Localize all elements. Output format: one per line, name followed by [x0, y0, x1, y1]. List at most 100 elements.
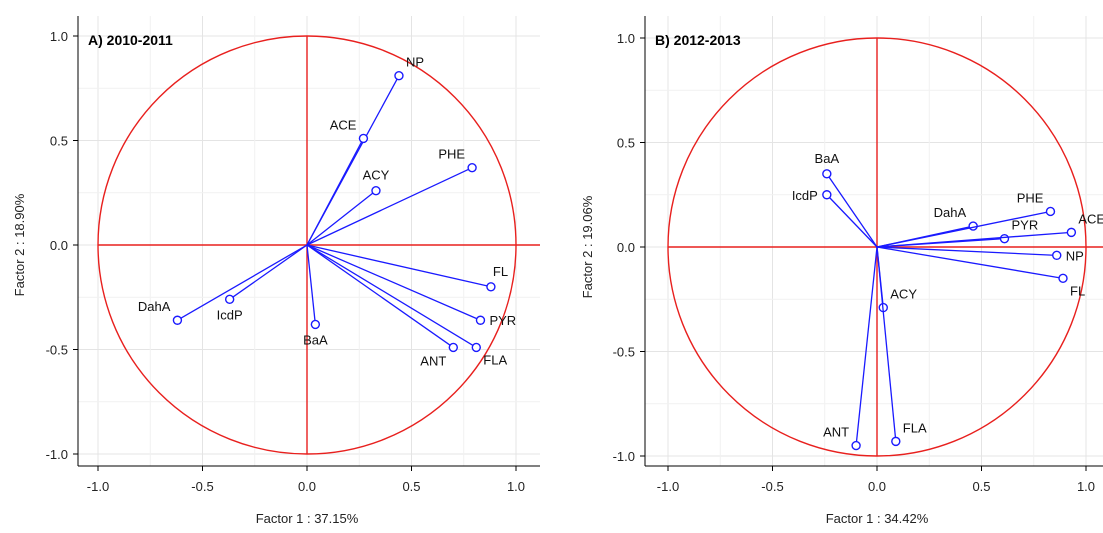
panel-b-point-labels: BaA IcdP DahA PHE PYR ACE NP FL ACY FLA ANT	[792, 151, 1103, 440]
panel-a-point-ant	[448, 342, 458, 353]
panel-b-vector-np	[876, 246, 1057, 257]
panel-a-point-baa	[310, 319, 321, 330]
panel-a-point-fla	[471, 342, 481, 353]
panel-b-frame	[644, 16, 1103, 467]
panel-a-xlabel: Factor 1 : 37.15%	[256, 511, 359, 526]
panel-a-point-icdp	[224, 294, 235, 305]
panel-b: -1.0 -0.5 0.0 0.5 1.0 1.0 0.5 0.0 -0.5 -1.0 BaA Ic…	[580, 16, 1103, 526]
panel-a-xtick-label: 0.5	[402, 479, 420, 494]
panel-b-vector-baa	[826, 173, 878, 248]
panel-a-label-daha: DahA	[138, 299, 171, 314]
panel-b-label-daha: DahA	[934, 205, 967, 220]
panel-a-ytick-label: -1.0	[46, 447, 68, 462]
panel-a-vector-acy	[306, 190, 377, 246]
panel-a-label-phe: PHE	[438, 147, 465, 162]
panel-b-label-ace: ACE	[1078, 211, 1103, 226]
panel-b-xtick-label: -1.0	[657, 479, 679, 494]
panel-b-ytick-label: -1.0	[613, 449, 635, 464]
panel-a-point-phe	[467, 162, 477, 173]
panel-a: -1.0 -0.5 0.0 0.5 1.0 1.0 0.5 0.0 -0.5 -1.0 NP ACE…	[12, 16, 540, 526]
panel-a-ytick-label: 1.0	[50, 29, 68, 44]
panel-a-xtick-label: -1.0	[87, 479, 109, 494]
panel-b-ytick-label: 0.5	[617, 136, 635, 151]
panel-a-xtick-label: 0.0	[298, 479, 316, 494]
panel-b-ticks: -1.0 -0.5 0.0 0.5 1.0 1.0 0.5 0.0 -0.5 -1.0	[613, 31, 1095, 494]
panel-b-grid	[645, 16, 1103, 466]
panel-b-vectors	[822, 169, 1077, 451]
panel-b-vector-icdp	[826, 194, 878, 248]
panel-a-ytick-label: -0.5	[46, 343, 68, 358]
panel-a-vector-pyr	[306, 244, 481, 321]
panel-a-label-ace: ACE	[330, 117, 357, 132]
panel-a-vector-icdp	[229, 244, 308, 300]
panel-b-label-ant: ANT	[823, 425, 849, 440]
panel-a-vector-baa	[306, 244, 317, 325]
panel-b-ytick-label: 1.0	[617, 31, 635, 46]
panel-a-ticks: -1.0 -0.5 0.0 0.5 1.0 1.0 0.5 0.0 -0.5 -1.0	[46, 29, 525, 494]
panel-b-title: B) 2012-2013	[655, 32, 741, 48]
panel-b-point-phe	[1045, 206, 1056, 217]
panel-a-circle-layer	[97, 35, 540, 455]
panel-b-point-baa	[822, 169, 832, 179]
panel-a-xtick-label: -0.5	[191, 479, 213, 494]
panel-b-point-ant	[851, 440, 861, 451]
panel-a-point-labels: NP ACE ACY PHE FL PYR FLA ANT BaA IcdP DahA	[138, 55, 516, 369]
panel-a-vector-phe	[306, 167, 473, 246]
panel-b-vector-fla	[876, 246, 897, 442]
panel-b-ytick-label: -0.5	[613, 345, 635, 360]
panel-b-ylabel: Factor 2 : 19.06%	[580, 195, 595, 298]
panel-b-label-fla: FLA	[903, 420, 927, 435]
panel-b-vector-ant	[855, 246, 878, 446]
panel-a-label-baa: BaA	[303, 332, 328, 347]
panel-b-vector-fl	[876, 246, 1064, 279]
panel-a-grid	[78, 16, 540, 466]
panel-b-point-fla	[891, 436, 901, 447]
panel-a-label-fl: FL	[493, 264, 508, 279]
panel-a-point-daha	[172, 315, 183, 325]
panel-b-label-baa: BaA	[815, 151, 840, 166]
panel-b-point-icdp	[822, 190, 832, 200]
panel-b-vector-ace	[876, 231, 1072, 248]
panel-b-xtick-label: 0.5	[972, 479, 990, 494]
panel-a-label-ant: ANT	[420, 353, 446, 368]
panel-a-ytick-label: 0.0	[50, 238, 68, 253]
panel-b-label-np: NP	[1066, 248, 1084, 263]
panel-a-vectors	[172, 71, 496, 353]
panel-b-label-icdp: IcdP	[792, 188, 818, 203]
panel-a-label-np: NP	[406, 55, 424, 70]
panel-b-point-ace	[1066, 227, 1077, 238]
panel-b-xtick-label: 0.0	[868, 479, 886, 494]
panel-a-point-np	[394, 71, 404, 81]
panel-b-label-phe: PHE	[1017, 190, 1044, 205]
panel-a-point-fl	[486, 282, 496, 292]
panel-b-point-pyr	[999, 233, 1010, 244]
panel-a-vector-ant	[306, 244, 454, 348]
panel-b-label-fl: FL	[1070, 283, 1085, 298]
panel-a-vector-daha	[177, 244, 308, 321]
panel-a-ytick-label: 0.5	[50, 134, 68, 149]
panel-b-xtick-label: -0.5	[761, 479, 783, 494]
panel-a-frame	[77, 16, 540, 467]
panel-b-point-fl	[1058, 273, 1068, 284]
panel-b-ytick-label: 0.0	[617, 240, 635, 255]
panel-a-point-pyr	[475, 315, 486, 325]
panel-a-point-acy	[371, 185, 381, 196]
panel-b-vector-phe	[876, 210, 1051, 248]
panel-a-label-icdp: IcdP	[217, 307, 243, 322]
panel-b-label-acy: ACY	[890, 287, 917, 302]
panel-a-title: A) 2010-2011	[88, 32, 173, 48]
panel-a-vector-ace	[306, 138, 365, 246]
panel-a-point-ace	[358, 133, 369, 144]
panel-a-label-fla: FLA	[483, 352, 507, 367]
panel-a-vector-fla	[306, 244, 477, 348]
panel-a-vector-fl	[306, 244, 492, 288]
panel-b-xlabel: Factor 1 : 34.42%	[826, 511, 929, 526]
panel-b-xtick-label: 1.0	[1077, 479, 1095, 494]
panel-a-label-pyr: PYR	[489, 313, 516, 328]
panel-a-xtick-label: 1.0	[507, 479, 525, 494]
panel-a-label-acy: ACY	[363, 168, 390, 183]
panel-b-label-pyr: PYR	[1011, 218, 1038, 233]
panel-a-circle-group	[97, 35, 540, 455]
panel-a-ylabel: Factor 2 : 18.90%	[12, 193, 27, 296]
